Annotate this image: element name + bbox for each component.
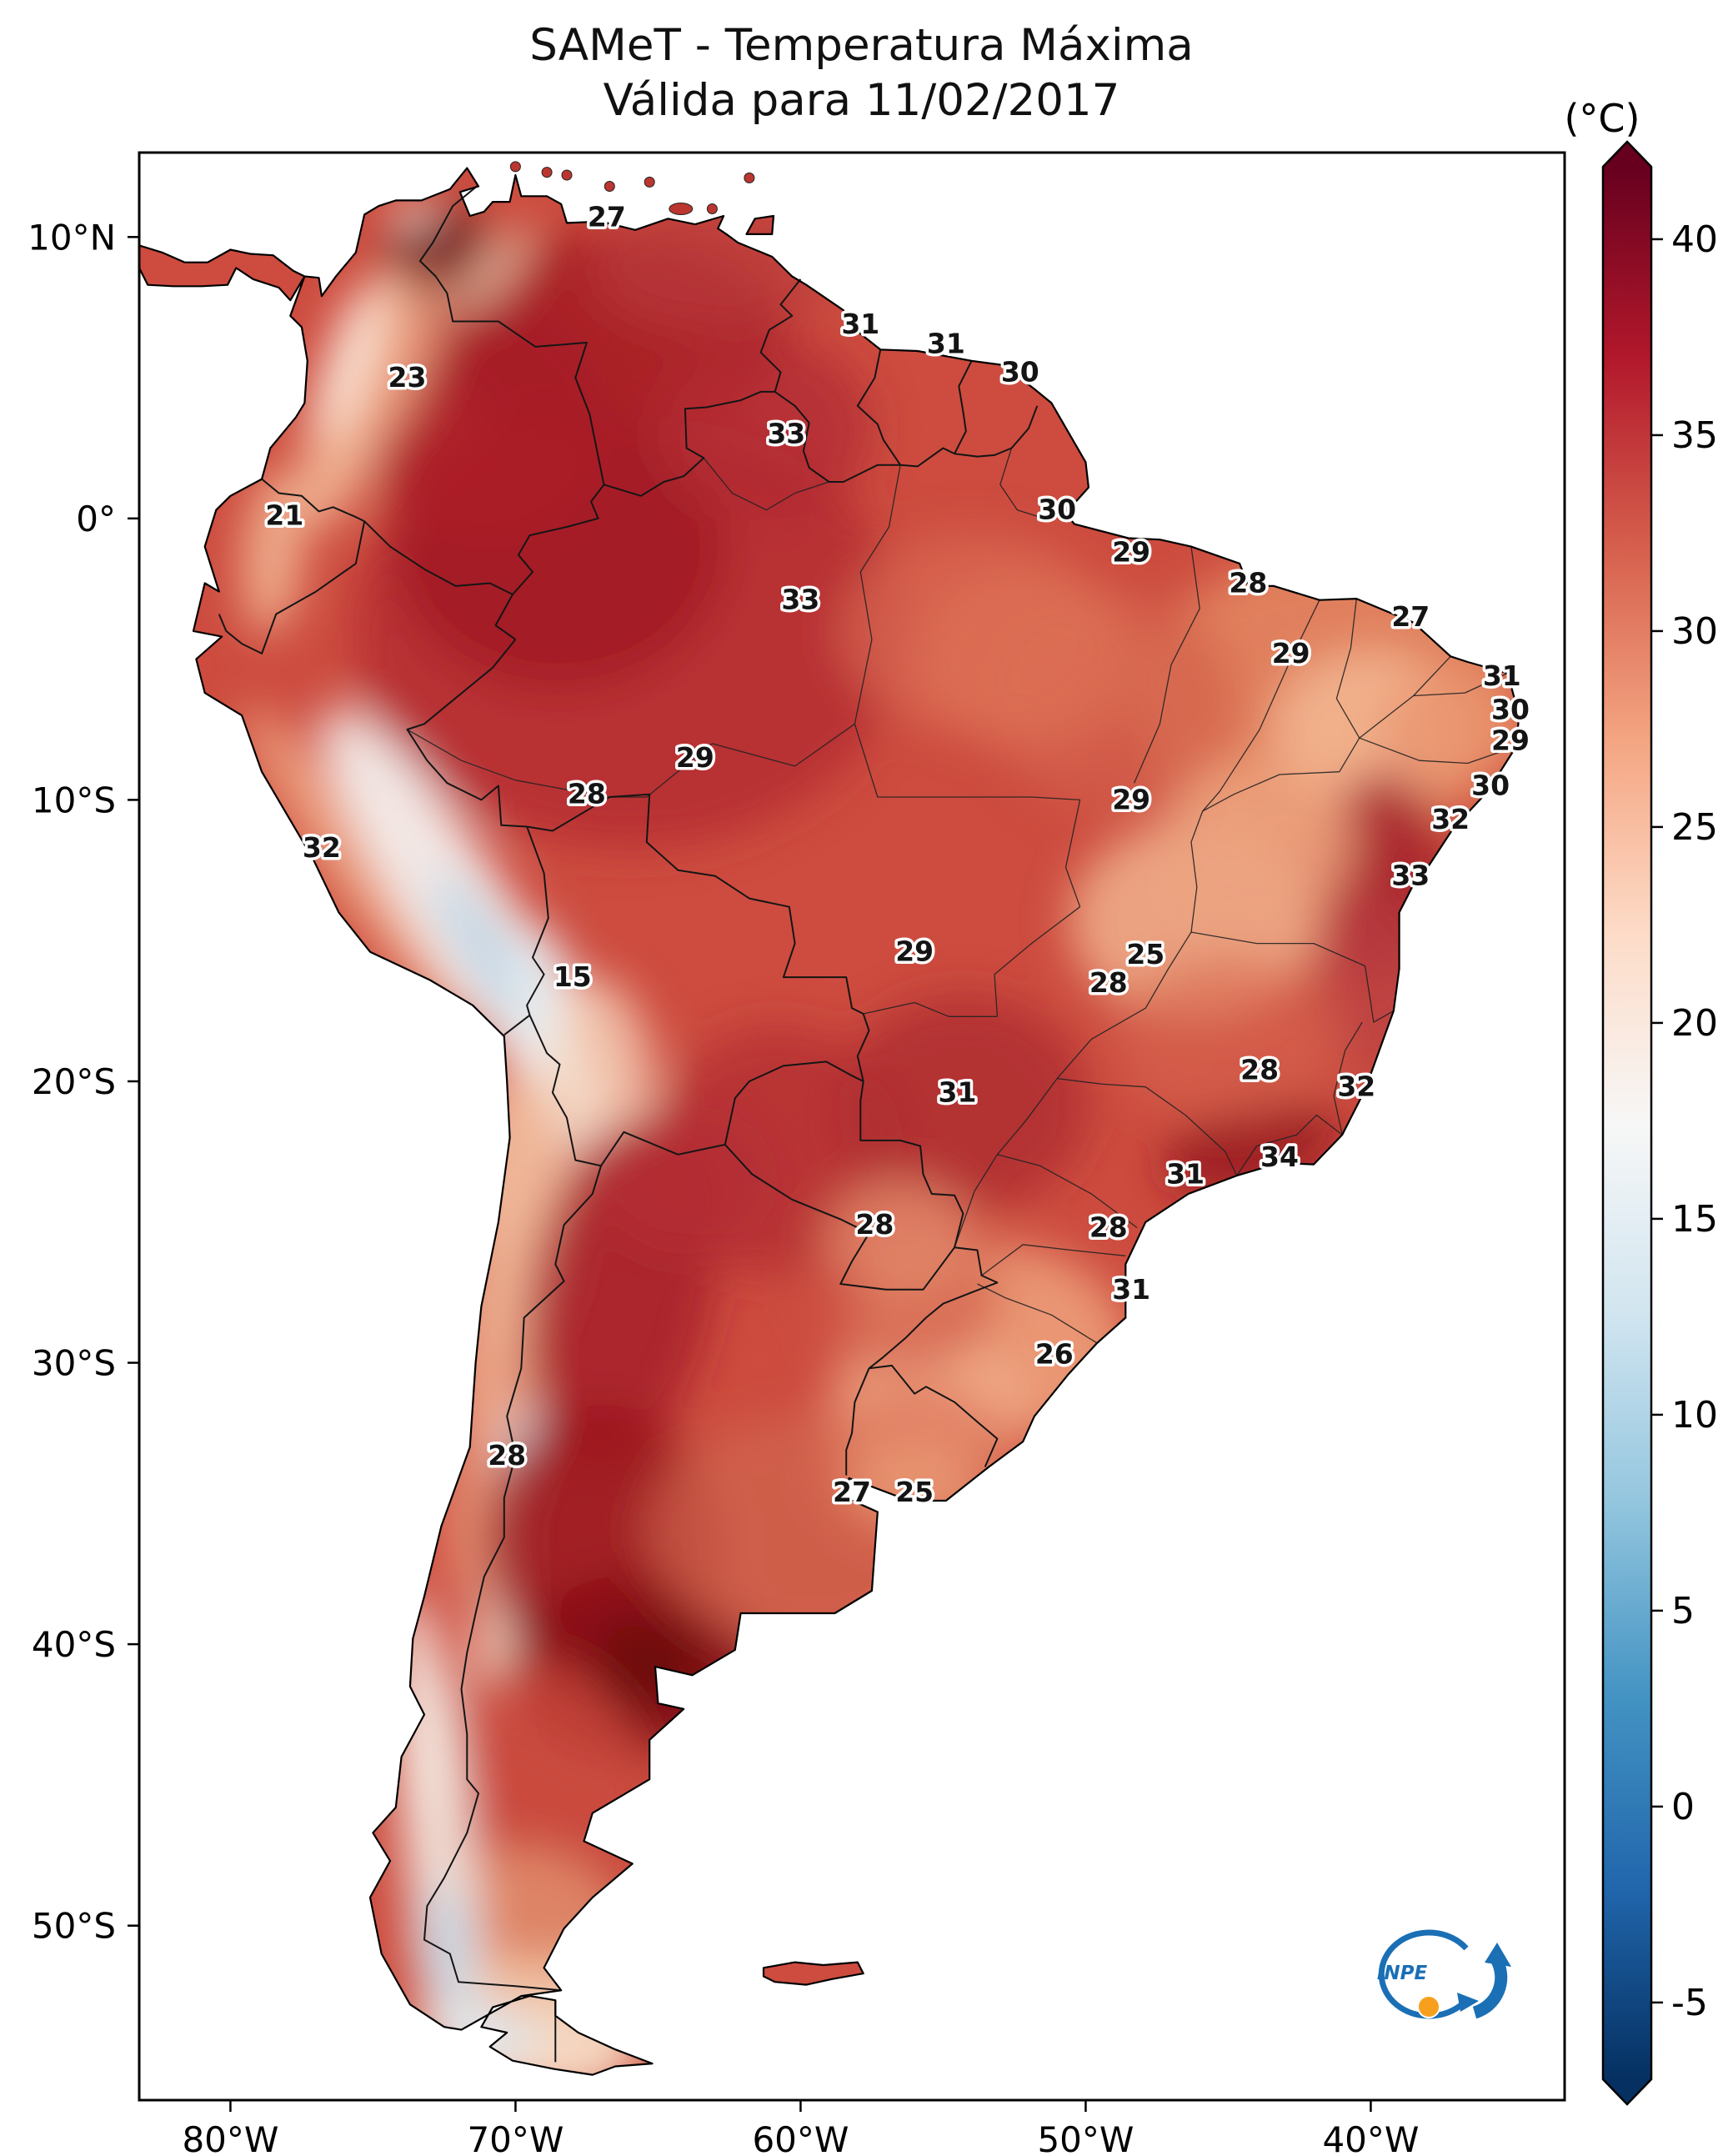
plot-frame: [138, 151, 1566, 2102]
figure-title: SAMeT - Temperatura Máxima Válida para 1…: [0, 18, 1723, 128]
island: [561, 169, 573, 181]
temperature-value-label: 30: [1491, 693, 1530, 725]
colorbar-tick-label: 10: [1671, 1394, 1718, 1436]
axes: 10°N 0° 10°S 20°S 30°S 40°S 50°S 80°W 70°W 60°W 50…: [28, 217, 1419, 2156]
temperature-value-label: 28: [1240, 1054, 1279, 1086]
temperature-value-label: 29: [1272, 637, 1310, 669]
temperature-value-label: 30: [1001, 355, 1039, 388]
temperature-value-label: 33: [1391, 860, 1430, 892]
temperature-value-label: 31: [1112, 1273, 1150, 1306]
colorbar-tick-label: 40: [1671, 218, 1718, 261]
temperature-value-label: 27: [1391, 600, 1430, 633]
colorbar-tick-label: 30: [1671, 610, 1718, 653]
x-axis-tick-label: 50°W: [1037, 2119, 1134, 2156]
temperature-value-label: 25: [1126, 938, 1165, 970]
temperature-value-label: 28: [855, 1208, 894, 1241]
colorbar: 40 35 30 25 20 15 10 5 0 -5 (°C): [1564, 96, 1718, 2106]
colorbar-tick-label: 35: [1671, 414, 1718, 457]
temperature-value-label: 28: [488, 1439, 526, 1472]
inpe-logo-orange-dot: [1417, 1995, 1440, 2018]
coastline: [139, 167, 1520, 2076]
island: [604, 181, 615, 192]
temperature-value-label: 30: [1038, 494, 1076, 526]
temperature-value-label: 32: [1431, 803, 1470, 835]
temperature-value-label: 33: [767, 418, 805, 450]
country-borders: [218, 184, 1039, 2063]
y-axis-tick-label: 10°S: [32, 780, 116, 820]
y-axis-tick-label: 10°N: [28, 217, 116, 258]
inpe-logo-arrow: [1472, 1956, 1508, 2019]
colorbar-tick-label: -5: [1671, 1982, 1708, 2024]
x-axis-tick-label: 70°W: [467, 2119, 563, 2156]
colorbar-extend-bottom: [1603, 2079, 1651, 2104]
x-axis-tick-label: 60°W: [752, 2119, 849, 2156]
island: [509, 161, 521, 173]
temperature-value-label: 28: [1089, 1211, 1128, 1244]
state-borders: [407, 448, 1517, 1344]
colorbar-unit-label: (°C): [1564, 96, 1640, 141]
temperature-value-label: 29: [1112, 783, 1150, 815]
temperature-value-label: 25: [895, 1476, 934, 1508]
temperature-value-label: 23: [388, 361, 427, 394]
temperature-value-label: 26: [1035, 1337, 1074, 1370]
inpe-logo-text: INPE: [1377, 1963, 1428, 1984]
y-axis-tick-label: 0°: [76, 499, 116, 539]
temperature-value-label: 29: [676, 741, 714, 774]
island: [706, 203, 718, 214]
colorbar-tick-label: 15: [1671, 1198, 1718, 1241]
temperature-value-label: 21: [265, 499, 303, 532]
x-axis-tick-label: 80°W: [182, 2119, 278, 2156]
figure-title-line2: Válida para 11/02/2017: [603, 75, 1120, 126]
temperature-value-label: 29: [895, 935, 934, 968]
colorbar-tick-label: 20: [1671, 1002, 1718, 1045]
colorbar-tick-label: 0: [1671, 1786, 1695, 1828]
y-axis-tick-label: 30°S: [32, 1343, 116, 1384]
temperature-value-label: 28: [1229, 567, 1267, 599]
inpe-logo-swirl-arrowhead: [1457, 1993, 1479, 2012]
island: [744, 172, 755, 183]
temperature-value-label: 27: [833, 1476, 871, 1508]
temperature-value-label: 29: [1112, 535, 1150, 568]
temperature-value-label: 31: [939, 1076, 977, 1109]
inpe-logo: INPE: [1377, 1929, 1511, 2019]
temperature-value-label: 33: [781, 584, 819, 616]
y-axis-tick-label: 20°S: [32, 1061, 116, 1102]
map-area: [139, 161, 1520, 2076]
island: [644, 176, 655, 188]
temperature-value-label: 32: [303, 831, 341, 864]
island: [541, 167, 553, 178]
inpe-logo-arrow-head: [1485, 1943, 1511, 1967]
colorbar-outline: [1601, 140, 1653, 2106]
temperature-value-label: 32: [1337, 1070, 1375, 1103]
temperature-value-label: 29: [1491, 725, 1530, 757]
colorbar-extend-top: [1603, 142, 1651, 167]
temperature-value-label: 28: [1089, 966, 1128, 999]
temperature-value-label: 31: [927, 328, 965, 360]
temperature-value-label: 34: [1260, 1141, 1299, 1173]
colorbar-tick-label: 5: [1671, 1590, 1695, 1632]
temperature-value-label: 31: [1483, 659, 1521, 692]
temperature-value-label: 30: [1471, 770, 1510, 802]
x-axis-tick-label: 40°W: [1322, 2119, 1419, 2156]
colorbar-tick-label: 25: [1671, 806, 1718, 849]
temperature-value-label: 31: [1166, 1157, 1205, 1190]
temperature-value-label: 15: [553, 960, 592, 993]
y-axis-tick-label: 40°S: [32, 1624, 116, 1665]
figure-title-line1: SAMeT - Temperatura Máxima: [529, 20, 1194, 71]
y-axis-tick-label: 50°S: [32, 1906, 116, 1947]
temperature-value-label: 31: [841, 308, 879, 340]
island: [669, 203, 694, 215]
temperature-value-label: 27: [588, 201, 626, 233]
colorbar-gradient: [1603, 167, 1651, 2079]
temperature-value-label: 28: [568, 778, 606, 810]
